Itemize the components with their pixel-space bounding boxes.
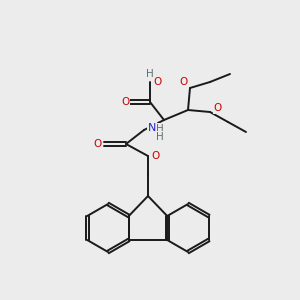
- Text: O: O: [179, 77, 187, 87]
- Text: O: O: [121, 97, 129, 107]
- Text: O: O: [154, 77, 162, 87]
- Text: O: O: [152, 151, 160, 161]
- Text: H: H: [146, 69, 154, 79]
- Text: O: O: [94, 139, 102, 149]
- Text: N: N: [148, 123, 156, 133]
- Text: H: H: [156, 124, 164, 134]
- Text: H: H: [156, 132, 164, 142]
- Text: O: O: [214, 103, 222, 113]
